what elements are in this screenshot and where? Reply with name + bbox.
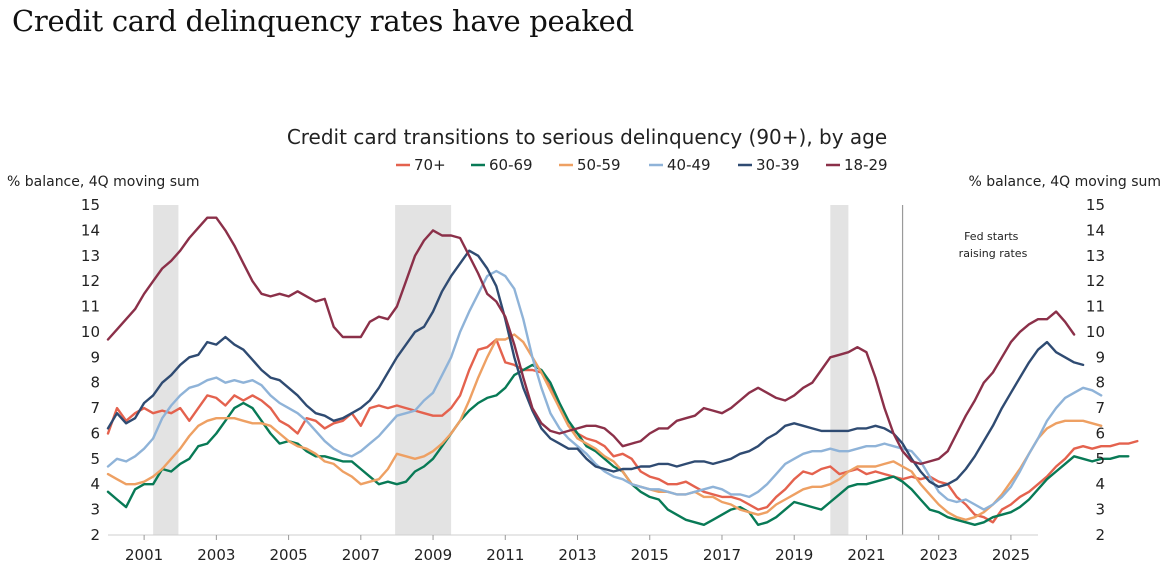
series-line-18-29 — [106, 216, 1076, 466]
legend-label-50-59: 50-59 — [577, 156, 621, 174]
y-tick-left-5: 5 — [90, 450, 100, 468]
y-tick-right-4: 4 — [1095, 475, 1105, 493]
y-tick-left-11: 11 — [81, 298, 100, 316]
y-tick-left-8: 8 — [90, 374, 100, 392]
y-axis-right-ticks: 2 3 4 5 6 7 8 9 10 11 12 13 14 15 — [1086, 196, 1105, 544]
page-title: Credit card delinquency rates have peake… — [12, 4, 634, 38]
y-tick-left-4: 4 — [90, 475, 100, 493]
y-tick-right-13: 13 — [1086, 247, 1105, 265]
series-line-50-59 — [106, 333, 1103, 521]
y-tick-right-9: 9 — [1095, 348, 1105, 366]
series-line-60-69 — [106, 363, 1130, 526]
legend-label-30-39: 30-39 — [756, 156, 800, 174]
annotation-text: Fed starts raising rates — [959, 230, 1028, 260]
y-tick-left-14: 14 — [81, 221, 100, 239]
y-tick-right-12: 12 — [1086, 272, 1105, 290]
y-axis-right-label: % balance, 4Q moving sum — [968, 174, 1161, 190]
chart-title: Credit card transitions to serious delin… — [287, 125, 887, 149]
x-tick-label-2023: 2023 — [920, 546, 958, 564]
y-tick-right-11: 11 — [1086, 298, 1105, 316]
y-tick-right-10: 10 — [1086, 323, 1105, 341]
y-tick-right-15: 15 — [1086, 196, 1105, 214]
y-tick-right-7: 7 — [1095, 399, 1105, 417]
y-tick-right-2: 2 — [1095, 526, 1105, 544]
x-tick-label-2017: 2017 — [703, 546, 741, 564]
y-axis-left-ticks: 2 3 4 5 6 7 8 9 10 11 12 13 14 15 — [81, 196, 100, 544]
y-tick-left-2: 2 — [90, 526, 100, 544]
annotation-line-2: raising rates — [959, 247, 1028, 260]
y-tick-right-14: 14 — [1086, 221, 1105, 239]
y-tick-right-6: 6 — [1095, 424, 1105, 442]
y-tick-right-5: 5 — [1095, 450, 1105, 468]
y-tick-left-10: 10 — [81, 323, 100, 341]
x-tick-label-2007: 2007 — [342, 546, 380, 564]
y-tick-right-8: 8 — [1095, 374, 1105, 392]
legend-label-40-49: 40-49 — [667, 156, 711, 174]
x-tick-label-2011: 2011 — [486, 546, 524, 564]
y-tick-left-13: 13 — [81, 247, 100, 265]
y-tick-left-6: 6 — [90, 424, 100, 442]
x-tick-label-2005: 2005 — [269, 546, 307, 564]
series-line-30-39 — [106, 249, 1085, 488]
legend-label-70+: 70+ — [414, 156, 446, 174]
x-tick-label-2003: 2003 — [197, 546, 235, 564]
series-line-70+ — [106, 338, 1139, 524]
y-tick-left-9: 9 — [90, 348, 100, 366]
legend: 70+ 60-69 50-59 40-49 30-39 18-29 — [396, 156, 888, 174]
x-tick-label-2021: 2021 — [847, 546, 885, 564]
y-tick-left-7: 7 — [90, 399, 100, 417]
legend-label-60-69: 60-69 — [489, 156, 533, 174]
x-tick-label-2013: 2013 — [558, 546, 596, 564]
x-tick-label-2015: 2015 — [631, 546, 669, 564]
x-axis-ticks: 2001 2003 2005 2007 2009 2011 2013 2015 2017 2019… — [125, 535, 1030, 564]
y-tick-left-3: 3 — [90, 501, 100, 519]
x-tick-label-2019: 2019 — [775, 546, 813, 564]
recession-band-2 — [395, 205, 452, 535]
annotation-line-1: Fed starts — [964, 230, 1019, 243]
y-tick-right-3: 3 — [1095, 501, 1105, 519]
series-line-40-49 — [106, 269, 1103, 511]
legend-label-18-29: 18-29 — [844, 156, 888, 174]
y-tick-left-15: 15 — [81, 196, 100, 214]
series-lines — [106, 216, 1139, 526]
x-tick-label-2009: 2009 — [414, 546, 452, 564]
recession-band-3 — [830, 205, 849, 535]
x-tick-label-2001: 2001 — [125, 546, 163, 564]
recession-bands — [153, 205, 849, 535]
x-tick-label-2025: 2025 — [992, 546, 1030, 564]
y-axis-left-label: % balance, 4Q moving sum — [7, 174, 200, 190]
y-tick-left-12: 12 — [81, 272, 100, 290]
